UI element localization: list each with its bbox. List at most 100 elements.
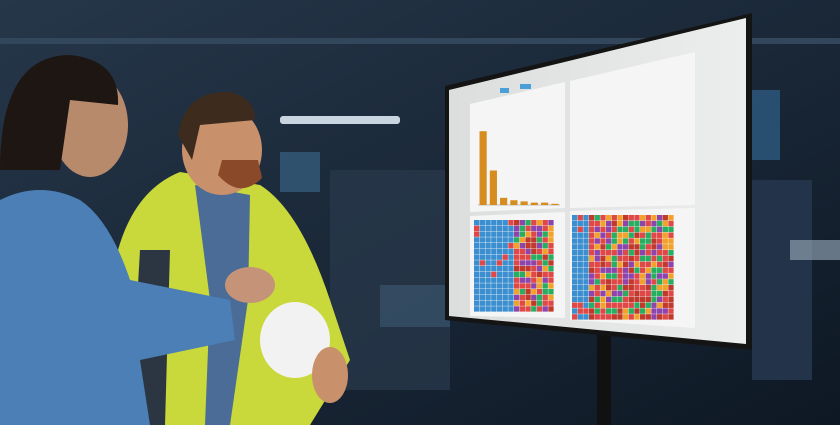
heat-cell bbox=[536, 225, 543, 232]
heat-cell bbox=[645, 308, 651, 314]
heat-cell bbox=[577, 261, 583, 268]
heat-cell bbox=[600, 261, 606, 268]
heat-cell bbox=[474, 277, 480, 283]
heat-cell bbox=[583, 244, 589, 250]
heat-cell bbox=[589, 279, 595, 285]
heat-cell bbox=[662, 238, 668, 244]
heat-cell bbox=[525, 271, 531, 278]
heat-cell bbox=[634, 238, 640, 244]
heat-cell bbox=[536, 237, 543, 243]
heat-cell bbox=[628, 215, 634, 221]
hair bbox=[178, 91, 255, 160]
heat-cell bbox=[496, 260, 503, 266]
heat-cell bbox=[589, 261, 595, 268]
heat-cell bbox=[491, 289, 497, 295]
heat-cell bbox=[508, 260, 514, 266]
heat-cell bbox=[474, 260, 480, 266]
heat-cell bbox=[485, 220, 491, 226]
heat-cell bbox=[668, 290, 674, 297]
heat-cell bbox=[536, 231, 543, 237]
blue-shirt bbox=[0, 190, 235, 425]
heat-cell bbox=[668, 308, 674, 314]
heat-cell bbox=[668, 267, 674, 273]
heat-cell bbox=[606, 261, 612, 268]
heat-cell bbox=[594, 226, 600, 233]
heat-cell bbox=[519, 243, 526, 249]
heat-cell bbox=[606, 226, 612, 233]
heat-cell bbox=[548, 300, 554, 306]
bar bbox=[541, 202, 549, 205]
heat-cell bbox=[589, 314, 595, 320]
heat-cell bbox=[531, 237, 537, 243]
heat-cell bbox=[589, 267, 595, 273]
bar bbox=[551, 203, 559, 205]
heat-cell bbox=[657, 290, 663, 297]
heat-cell bbox=[548, 248, 554, 255]
heat-cell bbox=[657, 314, 663, 320]
heat-cell bbox=[542, 260, 548, 266]
heat-cell bbox=[651, 290, 657, 297]
heat-cell bbox=[600, 238, 606, 244]
heat-cell bbox=[611, 273, 617, 279]
heat-cell bbox=[572, 267, 578, 273]
button[interactable] bbox=[520, 84, 531, 89]
heat-cell bbox=[572, 220, 578, 227]
heat-cell bbox=[651, 285, 657, 291]
heat-cell bbox=[502, 231, 508, 237]
heat-cell bbox=[525, 243, 531, 249]
heat-cell bbox=[474, 266, 480, 272]
heat-cell bbox=[525, 231, 531, 237]
heat-cell bbox=[508, 294, 514, 301]
heat-cell bbox=[623, 250, 629, 256]
heat-cell bbox=[600, 220, 606, 227]
heat-cell bbox=[611, 314, 617, 320]
heat-cell bbox=[657, 244, 663, 250]
heat-cell bbox=[583, 250, 589, 256]
heat-cell bbox=[531, 271, 537, 278]
heat-cell bbox=[502, 243, 508, 249]
heat-cell bbox=[589, 308, 595, 314]
heat-cell bbox=[623, 215, 629, 221]
heat-cell bbox=[485, 300, 491, 306]
heat-cell bbox=[548, 225, 554, 232]
heat-cell bbox=[514, 260, 520, 266]
heat-cell bbox=[485, 248, 491, 255]
heat-cell bbox=[502, 300, 508, 306]
heat-cell bbox=[617, 261, 623, 268]
heat-cell bbox=[542, 283, 548, 289]
heat-cell bbox=[572, 261, 578, 268]
heat-cell bbox=[508, 220, 514, 226]
heat-cell bbox=[485, 254, 491, 260]
heat-cell bbox=[525, 294, 531, 301]
heat-cell bbox=[617, 273, 623, 279]
heat-cell bbox=[640, 250, 646, 256]
heat-cell bbox=[662, 255, 668, 262]
heat-cell bbox=[651, 238, 657, 244]
heat-cell bbox=[502, 254, 508, 260]
heat-cell bbox=[485, 283, 491, 289]
heat-cell bbox=[611, 285, 617, 291]
heat-cell bbox=[606, 302, 612, 308]
heat-cell bbox=[594, 314, 600, 320]
heat-cell bbox=[542, 266, 548, 272]
heat-cell bbox=[572, 285, 578, 291]
heat-cell bbox=[611, 238, 617, 244]
heat-cell bbox=[645, 232, 651, 238]
heat-cell bbox=[668, 232, 674, 238]
heat-cell bbox=[594, 261, 600, 268]
heat-cell bbox=[617, 250, 623, 256]
heat-cell bbox=[508, 237, 514, 243]
heat-cell bbox=[519, 294, 526, 301]
heat-cell bbox=[628, 273, 634, 279]
heat-cell bbox=[536, 220, 543, 226]
heat-cell bbox=[519, 260, 526, 266]
heat-cell bbox=[479, 289, 486, 295]
heat-cell bbox=[583, 255, 589, 262]
heat-cell bbox=[594, 285, 600, 291]
heat-cell bbox=[548, 220, 554, 226]
button[interactable] bbox=[500, 88, 509, 93]
heat-cell bbox=[577, 273, 583, 279]
heat-cell bbox=[617, 215, 623, 221]
heat-cell bbox=[617, 244, 623, 250]
heat-cell bbox=[589, 273, 595, 279]
